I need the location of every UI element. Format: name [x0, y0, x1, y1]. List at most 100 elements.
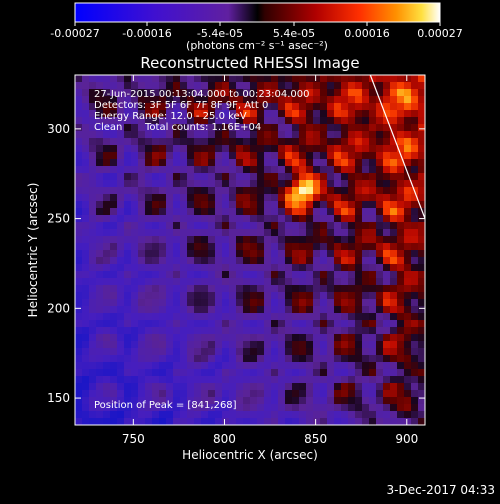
- heatmap-cell: [348, 334, 356, 342]
- heatmap-cell: [362, 397, 370, 405]
- heatmap-cell: [82, 397, 90, 405]
- heatmap-cell: [138, 243, 146, 251]
- heatmap-cell: [292, 152, 300, 160]
- heatmap-cell: [264, 271, 272, 279]
- heatmap-cell: [152, 229, 160, 237]
- heatmap-cell: [299, 278, 307, 286]
- heatmap-cell: [390, 278, 398, 286]
- heatmap-cell: [124, 117, 132, 125]
- heatmap-cell: [383, 327, 391, 335]
- heatmap-cell: [397, 411, 405, 419]
- heatmap-cell: [355, 383, 363, 391]
- heatmap-cell: [341, 306, 349, 314]
- heatmap-cell: [201, 75, 209, 83]
- heatmap-cell: [159, 327, 167, 335]
- heatmap-cell: [222, 334, 230, 342]
- heatmap-cell: [285, 173, 293, 181]
- annotation-time: 27-Jun-2015 00:13:04.000 to 00:23:04.000: [94, 89, 310, 100]
- heatmap-cell: [313, 243, 321, 251]
- heatmap-cell: [404, 271, 412, 279]
- heatmap-cell: [180, 292, 188, 300]
- heatmap-cell: [152, 271, 160, 279]
- heatmap-cell: [397, 75, 405, 83]
- heatmap-cell: [306, 278, 314, 286]
- heatmap-cell: [243, 264, 251, 272]
- heatmap-cell: [138, 376, 146, 384]
- heatmap-cell: [208, 320, 216, 328]
- heatmap-cell: [201, 397, 209, 405]
- heatmap-cell: [166, 180, 174, 188]
- heatmap-cell: [131, 313, 139, 321]
- heatmap-cell: [194, 96, 202, 104]
- heatmap-cell: [397, 103, 405, 111]
- heatmap-cell: [243, 257, 251, 265]
- heatmap-cell: [187, 236, 195, 244]
- heatmap-cell: [299, 271, 307, 279]
- heatmap-cell: [418, 355, 425, 363]
- heatmap-cell: [264, 306, 272, 314]
- heatmap-cell: [418, 89, 425, 97]
- heatmap-cell: [327, 264, 335, 272]
- heatmap-cell: [222, 285, 230, 293]
- heatmap-cell: [173, 271, 181, 279]
- heatmap-cell: [355, 278, 363, 286]
- heatmap-cell: [222, 124, 230, 132]
- heatmap-cell: [201, 327, 209, 335]
- heatmap-cell: [89, 110, 97, 118]
- heatmap-cell: [278, 257, 286, 265]
- heatmap-cell: [159, 271, 167, 279]
- heatmap-cell: [320, 124, 328, 132]
- heatmap-cell: [180, 327, 188, 335]
- heatmap-cell: [418, 299, 425, 307]
- heatmap-cell: [292, 299, 300, 307]
- heatmap-cell: [82, 131, 90, 139]
- heatmap-cell: [124, 362, 132, 370]
- heatmap-cell: [187, 376, 195, 384]
- heatmap-cell: [131, 208, 139, 216]
- heatmap-cell: [229, 180, 237, 188]
- heatmap-cell: [418, 159, 425, 167]
- heatmap-cell: [327, 124, 335, 132]
- heatmap-cell: [159, 355, 167, 363]
- heatmap-cell: [208, 404, 216, 412]
- heatmap-cell: [376, 180, 384, 188]
- heatmap-cell: [404, 89, 412, 97]
- heatmap-cell: [194, 278, 202, 286]
- heatmap-cell: [117, 411, 125, 419]
- heatmap-cell: [397, 320, 405, 328]
- heatmap-cell: [75, 327, 83, 335]
- heatmap-cell: [369, 264, 377, 272]
- heatmap-cell: [75, 355, 83, 363]
- heatmap-cell: [369, 82, 377, 90]
- heatmap-cell: [166, 89, 174, 97]
- heatmap-cell: [152, 264, 160, 272]
- heatmap-cell: [369, 152, 377, 160]
- heatmap-cell: [124, 159, 132, 167]
- annotation-energy: Energy Range: 12.0 - 25.0 keV: [94, 111, 247, 122]
- heatmap-cell: [278, 348, 286, 356]
- heatmap-cell: [376, 257, 384, 265]
- heatmap-cell: [236, 236, 244, 244]
- heatmap-cell: [117, 369, 125, 377]
- heatmap-cell: [215, 215, 223, 223]
- heatmap-cell: [82, 369, 90, 377]
- heatmap-cell: [187, 355, 195, 363]
- heatmap-cell: [215, 320, 223, 328]
- heatmap-cell: [103, 278, 111, 286]
- heatmap-cell: [320, 82, 328, 90]
- heatmap-cell: [159, 320, 167, 328]
- heatmap-cell: [138, 145, 146, 153]
- heatmap-cell: [222, 243, 230, 251]
- heatmap-cell: [362, 75, 370, 83]
- heatmap-cell: [341, 411, 349, 419]
- heatmap-cell: [334, 208, 342, 216]
- heatmap-cell: [145, 243, 153, 251]
- heatmap-cell: [390, 138, 398, 146]
- heatmap-cell: [355, 257, 363, 265]
- heatmap-cell: [117, 397, 125, 405]
- heatmap-cell: [320, 397, 328, 405]
- heatmap-cell: [222, 418, 230, 425]
- heatmap-cell: [159, 418, 167, 425]
- heatmap-cell: [299, 222, 307, 230]
- heatmap-cell: [369, 355, 377, 363]
